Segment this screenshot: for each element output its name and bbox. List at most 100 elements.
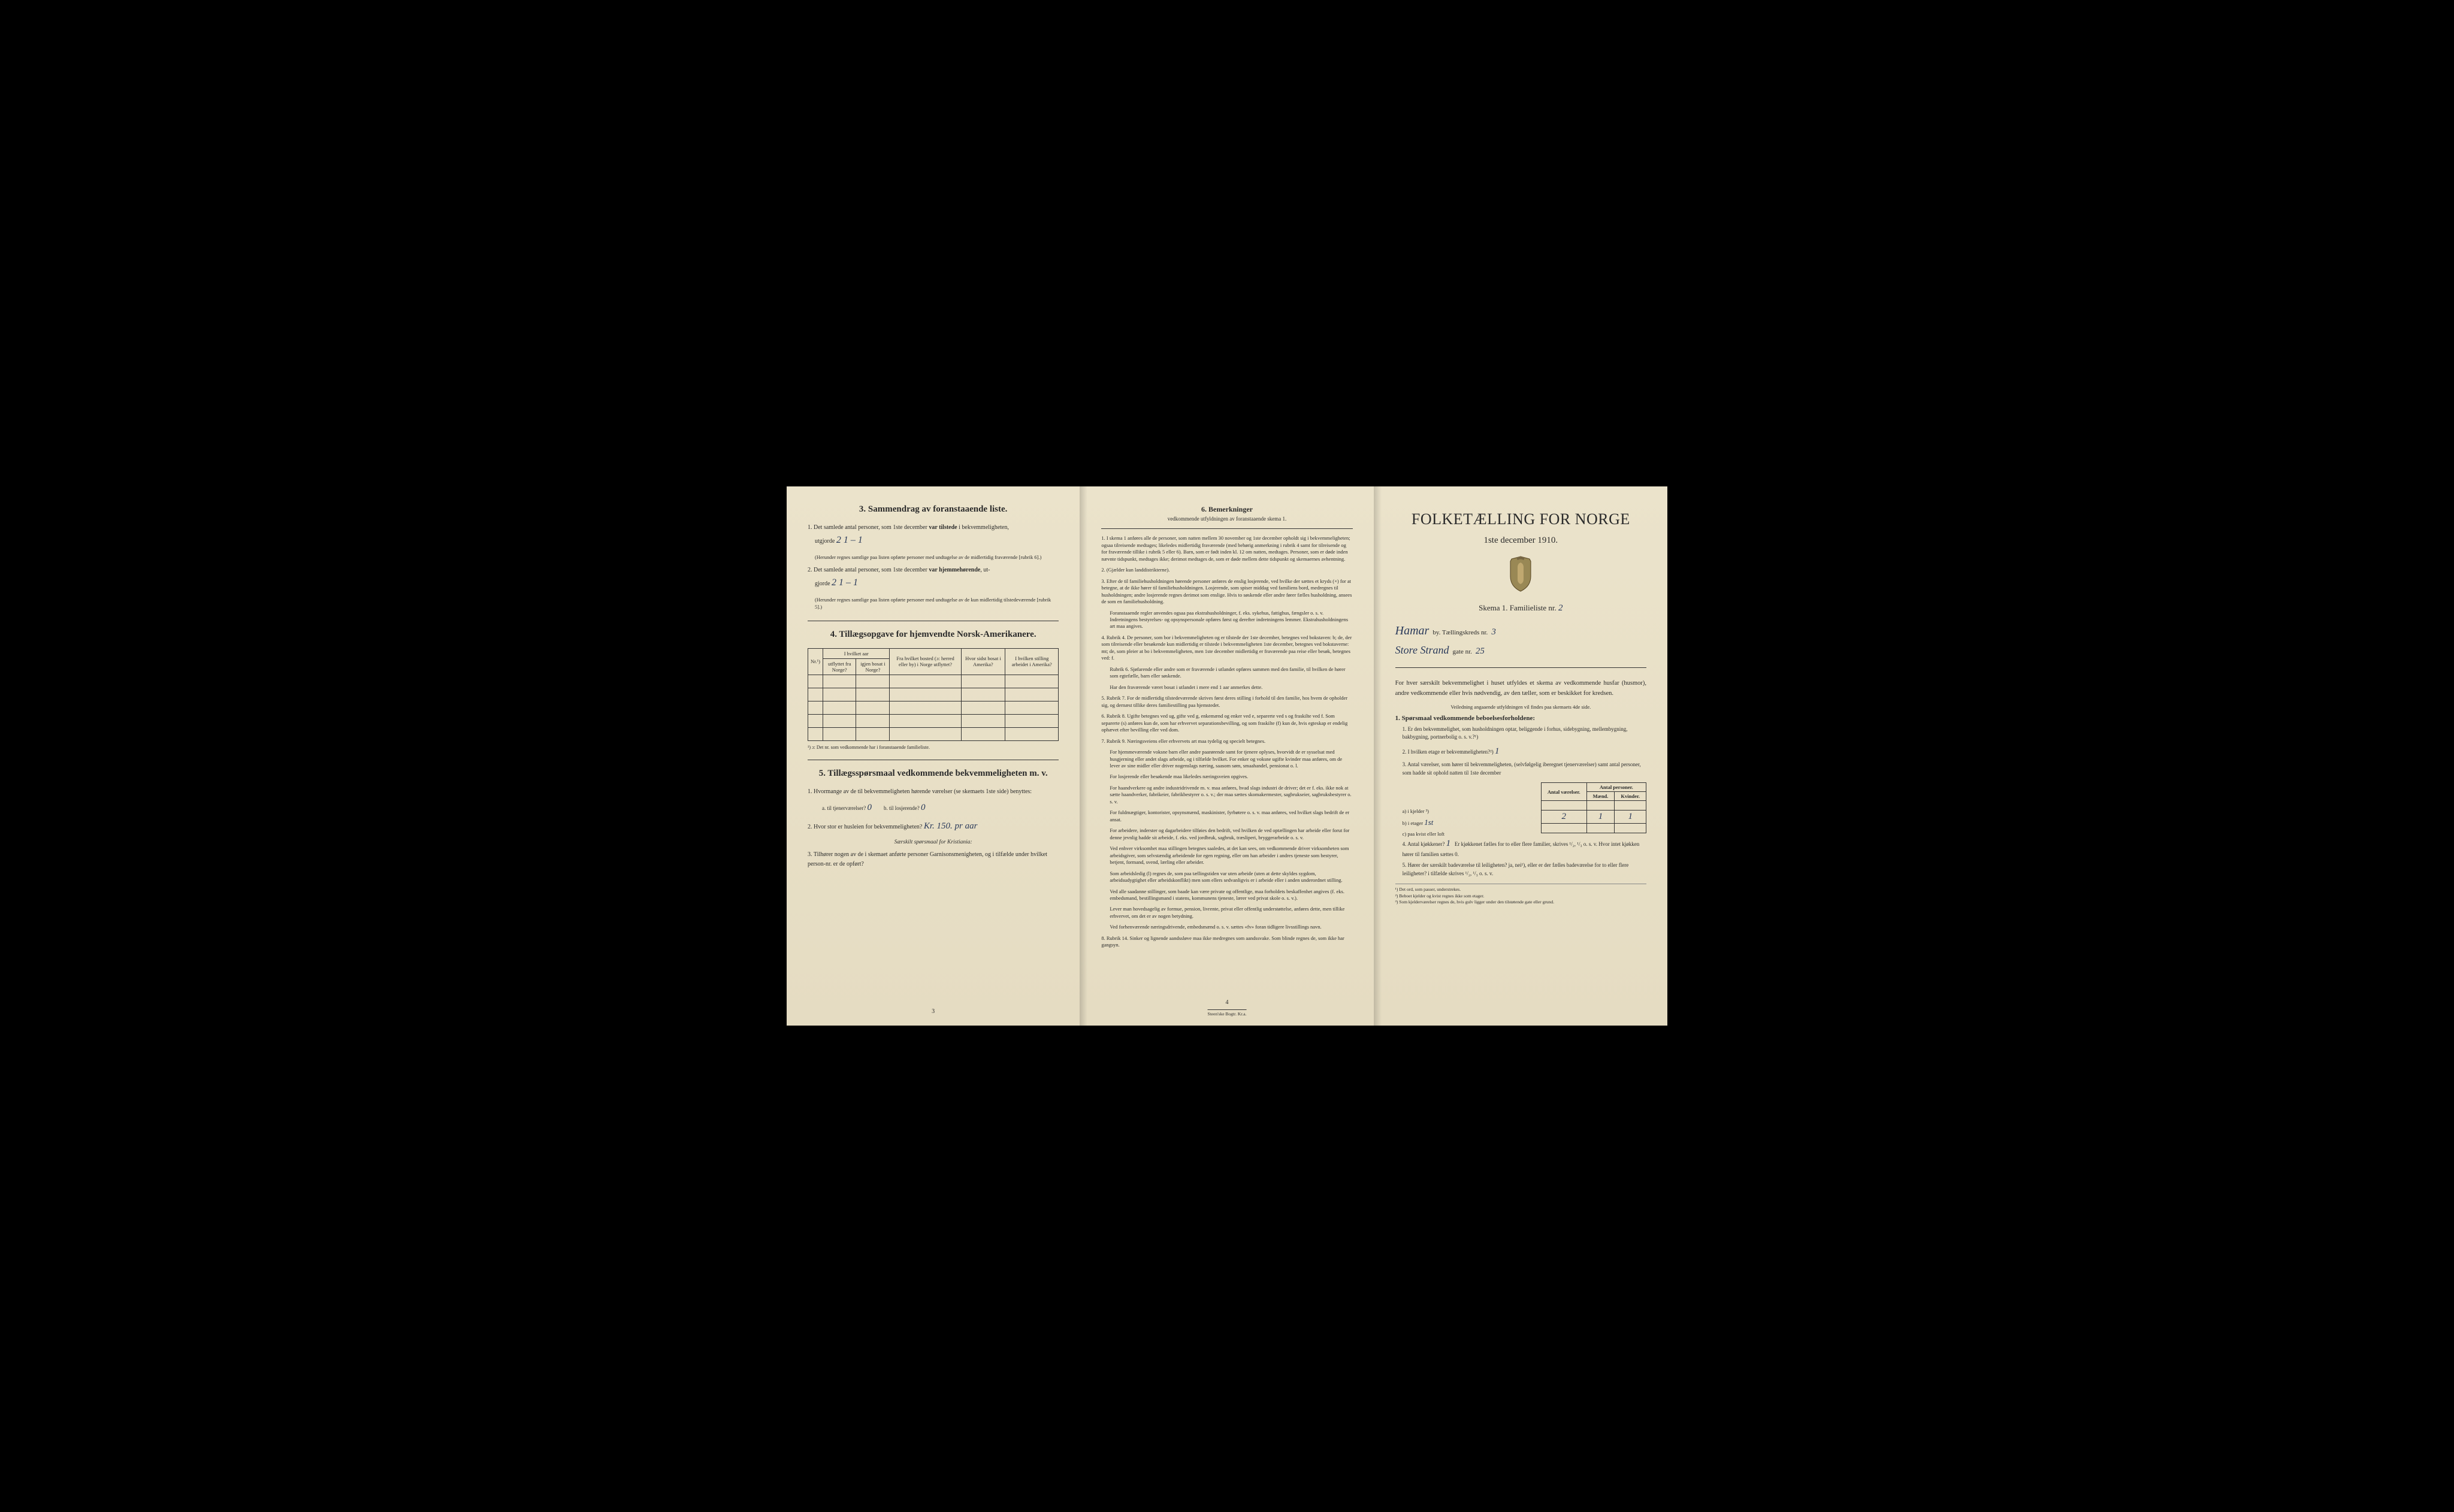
label: b. til losjerende? bbox=[884, 805, 920, 811]
handwritten-value: 1 bbox=[1495, 746, 1500, 756]
q1: 1. Hvormange av de til bekvemmeligheten … bbox=[808, 787, 1059, 797]
rule-1: 1. I skema 1 anføres alle de personer, s… bbox=[1101, 535, 1352, 563]
th: Antal personer. bbox=[1586, 783, 1646, 792]
label: 2. Hvor stor er husleien for bekvemmelig… bbox=[808, 824, 922, 830]
census-title: FOLKETÆLLING FOR NORGE bbox=[1395, 510, 1646, 528]
rule-7k: Ved forhenværende næringsdrivende, embed… bbox=[1110, 924, 1352, 930]
question-section: 1. Spørsmaal vedkommende beboelsesforhol… bbox=[1395, 715, 1646, 878]
handwritten-value: 1 bbox=[1446, 839, 1451, 848]
by-line: Hamar by. Tællingskreds nr. 3 bbox=[1395, 624, 1646, 638]
section-4-title: 4. Tillægsopgave for hjemvendte Norsk-Am… bbox=[808, 630, 1059, 640]
divider bbox=[1101, 528, 1352, 529]
rule-7g: Ved enhver virksomhet maa stillingen bet… bbox=[1110, 845, 1352, 866]
label: 5. Hører der særskilt badeværelse til le… bbox=[1403, 862, 1629, 876]
th: Nr.¹) bbox=[808, 648, 823, 675]
rule-7i: Ved alle saadanne stillinger, som baade … bbox=[1110, 888, 1352, 902]
census-date: 1ste december 1910. bbox=[1395, 536, 1646, 546]
th: Antal værelser. bbox=[1541, 783, 1586, 801]
q4: 4. Antal kjøkkener? 1 Er kjøkkenet fælle… bbox=[1403, 837, 1646, 858]
rule-8: 8. Rubrik 14. Sinker og lignende aandssl… bbox=[1101, 935, 1352, 949]
th: utflyttet fra Norge? bbox=[823, 658, 856, 675]
section-6-title: 6. Bemerkninger bbox=[1101, 504, 1352, 514]
footnote-definitions: ¹) Det ord, som passer, understrekes. ²)… bbox=[1395, 884, 1646, 906]
rule-7b: For hjemmeværende voksne barn eller andr… bbox=[1110, 749, 1352, 769]
rule-3a: 3. Efter de til familiehusholdningen hør… bbox=[1101, 578, 1352, 606]
rule-5: 5. Rubrik 7. For de midlertidig tilstede… bbox=[1101, 695, 1352, 709]
label: by. Tællingskreds nr. bbox=[1432, 629, 1488, 636]
handwritten-value: 1 bbox=[1628, 812, 1633, 821]
sec3-item1: 1. Det samlede antal personer, som 1ste … bbox=[808, 523, 1059, 548]
rule-4a: 4. Rubrik 4. De personer, som bor i bekv… bbox=[1101, 634, 1352, 662]
th: I hvilket aar bbox=[823, 648, 890, 658]
coat-of-arms-icon bbox=[1506, 555, 1536, 592]
section-3-title: 3. Sammendrag av foranstaaende liste. bbox=[808, 504, 1059, 515]
th: Mænd. bbox=[1586, 792, 1615, 801]
handwritten-value: 3 bbox=[1491, 627, 1496, 637]
row-a-label: a) i kjelder ³) bbox=[1403, 808, 1535, 814]
fine-print: (Herunder regnes samtlige paa listen opf… bbox=[815, 554, 1059, 561]
def-1: ¹) Det ord, som passer, understrekes. bbox=[1395, 887, 1646, 893]
th: Hvor sidst bosat i Amerika? bbox=[961, 648, 1005, 675]
rule-7f: For arbeidere, inderster og dagarbeidere… bbox=[1110, 827, 1352, 841]
label: gate nr. bbox=[1453, 648, 1472, 655]
q1b: b. til losjerende? 0 bbox=[884, 803, 925, 813]
text-bold: var hjemmehørende bbox=[929, 567, 980, 573]
handwritten-city: Hamar bbox=[1395, 624, 1430, 638]
section-5-title: 5. Tillægsspørsmaal vedkommende bekvemme… bbox=[808, 769, 1059, 779]
page-number: 3 bbox=[932, 1008, 935, 1015]
q2: 2. I hvilken etage er bekvemmeligheten?²… bbox=[1403, 745, 1646, 758]
rule-4c: Har den fraværende været bosat i utlande… bbox=[1110, 684, 1352, 691]
handwritten-value: 1 bbox=[1598, 812, 1603, 821]
text: 1. Det samlede antal personer, som 1ste … bbox=[808, 524, 929, 531]
handwritten-street: Store Strand bbox=[1395, 644, 1449, 657]
rule-7h: Som arbeidsledig (l) regnes de, som paa … bbox=[1110, 870, 1352, 884]
handwritten-value: 2 1 – 1 bbox=[832, 577, 858, 588]
handwritten-value: 25 bbox=[1476, 646, 1485, 657]
handwritten-value: 2 bbox=[1562, 812, 1567, 821]
rule-7d: For haandverkere og andre industridriven… bbox=[1110, 785, 1352, 805]
text: i bekvemmeligheten, bbox=[957, 524, 1009, 531]
divider bbox=[1395, 667, 1646, 668]
text: utgjorde bbox=[815, 538, 836, 545]
handwritten-value: 2 bbox=[1558, 603, 1563, 613]
q2: 2. Hvor stor er husleien for bekvemmelig… bbox=[808, 819, 1059, 833]
sec3-item2: 2. Det samlede antal personer, som 1ste … bbox=[808, 566, 1059, 591]
america-table: Nr.¹) I hvilket aar Fra hvilket bosted (… bbox=[808, 648, 1059, 741]
row-c-label: c) paa kvist eller loft bbox=[1403, 831, 1535, 837]
th: I hvilken stilling arbeidet i Amerika? bbox=[1005, 648, 1059, 675]
rule-7e: For fuldmægtiger, kontorister, opsynsmæn… bbox=[1110, 809, 1352, 823]
kristiania-note: Særskilt spørsmaal for Kristiania: bbox=[808, 839, 1059, 845]
text-bold: var tilstede bbox=[929, 524, 957, 531]
guide-note: Veiledning angaaende utfyldningen vil fi… bbox=[1395, 704, 1646, 710]
th: Kvinder. bbox=[1615, 792, 1646, 801]
label: b) i etager bbox=[1403, 820, 1423, 826]
q5: 5. Hører der særskilt badeværelse til le… bbox=[1403, 861, 1646, 878]
page-number: 4 bbox=[1225, 999, 1228, 1007]
rule-7a: 7. Rubrik 9. Næringsveiens eller erhverv… bbox=[1101, 738, 1352, 745]
def-2: ²) Beboet kjelder og kvist regnes ikke s… bbox=[1395, 893, 1646, 900]
rule-7c: For losjerende eller besøkende maa likel… bbox=[1110, 773, 1352, 780]
row-b: b) i etager 1st bbox=[1403, 818, 1535, 827]
panel-page-4: 6. Bemerkninger vedkommende utfyldningen… bbox=[1080, 486, 1374, 1026]
printer-credit: Steen'ske Bogtr. Kr.a. bbox=[1208, 1009, 1247, 1017]
panel-front: FOLKETÆLLING FOR NORGE 1ste december 191… bbox=[1374, 486, 1667, 1026]
q1a: a. til tjenerværelser? 0 bbox=[822, 803, 872, 813]
handwritten-value: Kr. 150. pr aar bbox=[924, 821, 978, 831]
census-document: 3. Sammendrag av foranstaaende liste. 1.… bbox=[787, 486, 1667, 1026]
th: igjen bosat i Norge? bbox=[856, 658, 890, 675]
text: , ut- bbox=[980, 567, 990, 573]
rule-3b: Foranstaaende regler anvendes ogsaa paa … bbox=[1110, 610, 1352, 630]
rule-6: 6. Rubrik 8. Ugifte betegnes ved ug, gif… bbox=[1101, 713, 1352, 733]
rule-2: 2. (Gjælder kun landdistrikterne). bbox=[1101, 567, 1352, 573]
text: 2. Det samlede antal personer, som 1ste … bbox=[808, 567, 929, 573]
q3: 3. Tilhører nogen av de i skemaet anført… bbox=[808, 850, 1059, 869]
q3: 3. Antal værelser, som hører til bekvemm… bbox=[1403, 761, 1646, 777]
text: gjorde bbox=[815, 580, 832, 587]
label: a. til tjenerværelser? bbox=[822, 805, 866, 811]
gate-line: Store Strand gate nr. 25 bbox=[1395, 644, 1646, 657]
label: 2. I hvilken etage er bekvemmeligheten?²… bbox=[1403, 749, 1494, 755]
handwritten-value: 2 1 – 1 bbox=[836, 535, 863, 545]
handwritten-value: 0 bbox=[867, 803, 872, 812]
label: 4. Antal kjøkkener? bbox=[1403, 841, 1445, 847]
intro-paragraph: For hver særskilt bekvemmelighet i huset… bbox=[1395, 679, 1646, 699]
